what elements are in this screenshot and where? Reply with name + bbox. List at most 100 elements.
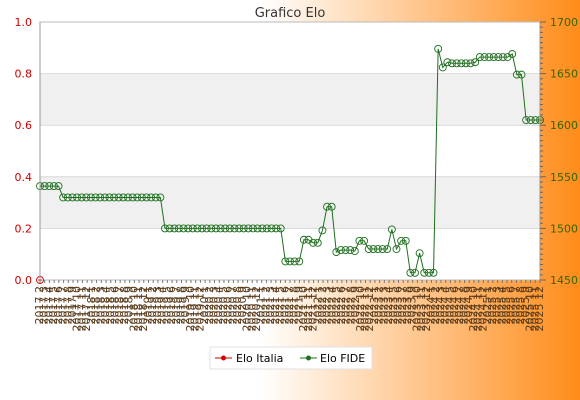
data-point-elo-fide — [290, 257, 299, 266]
data-point-elo-fide — [309, 238, 318, 247]
x-axis-tick-label: 2023 9 — [406, 286, 419, 325]
data-point-elo-fide — [137, 193, 146, 202]
x-axis-tick-label: 2025 5 — [500, 286, 513, 325]
x-axis-tick-label: 2023 3 — [377, 286, 390, 325]
data-point-elo-fide — [452, 59, 461, 68]
data-point-elo-fide — [517, 70, 526, 79]
x-axis-tick-label: 2017 11 — [75, 286, 88, 332]
x-axis-tick-label: 2019 7 — [170, 286, 183, 325]
data-point-elo-fide — [457, 59, 466, 68]
x-axis-tick-label: 2025 9 — [519, 286, 532, 325]
data-point-elo-fide — [86, 193, 95, 202]
data-point-elo-fide — [272, 224, 281, 233]
x-axis-tick-label: 2025 1 — [481, 286, 494, 325]
x-axis-tick-label: 2021 5 — [274, 286, 287, 325]
data-point-elo-fide — [165, 224, 174, 233]
x-axis-tick-label: 2017 7 — [57, 286, 70, 325]
x-axis-tick-label: 2018 9 — [123, 286, 136, 325]
data-point-elo-fide — [415, 249, 424, 258]
data-point-elo-fide — [336, 246, 345, 255]
data-point-elo-fide — [174, 224, 183, 233]
x-axis-tick-label: 2023 6 — [391, 286, 404, 325]
data-point-elo-fide — [110, 193, 119, 202]
plot-background — [40, 22, 540, 280]
x-axis-tick-label: 2021 10 — [297, 286, 310, 332]
x-axis-tick-label: 2022 3 — [321, 286, 334, 325]
data-point-elo-fide — [244, 224, 253, 233]
data-point-elo-fide — [327, 202, 336, 211]
data-point-elo-fide — [475, 53, 484, 62]
x-axis-tick-label: 2020 4 — [212, 286, 225, 325]
data-point-elo-fide — [531, 116, 540, 124]
x-axis-tick-label: 2018 11 — [132, 286, 145, 332]
x-axis-tick-label: 2020 7 — [226, 286, 239, 325]
x-axis-tick-label: 2022 11 — [358, 286, 371, 332]
x-axis-tick-label: 2017 12 — [80, 286, 93, 332]
data-point-elo-fide — [91, 193, 100, 202]
data-point-elo-fide — [522, 116, 531, 124]
x-axis-tick-label: 2019 4 — [156, 286, 169, 325]
x-axis-tick-label: 2023 10 — [410, 286, 423, 332]
x-axis-tick-label: 2023 5 — [387, 286, 400, 325]
data-point-elo-fide — [286, 257, 294, 266]
data-point-elo-fide — [63, 193, 72, 202]
x-axis-tick-label: 2020 9 — [236, 286, 249, 325]
chart-title: Grafico Elo — [255, 6, 326, 21]
x-axis-tick-label: 2021 3 — [264, 286, 277, 325]
data-point-elo-fide — [383, 245, 392, 253]
x-axis-tick-label: 2024 12 — [476, 286, 489, 332]
data-point-elo-fide — [448, 59, 456, 68]
data-point-elo-fide — [281, 257, 290, 266]
x-axis-tick-label: 2024 1 — [425, 286, 438, 325]
data-point-elo-fide — [128, 193, 137, 202]
legend-box — [209, 346, 373, 370]
right-axis-tick-label: 1700 — [550, 16, 578, 29]
data-point-elo-fide — [156, 193, 165, 202]
data-point-elo-fide — [346, 246, 355, 255]
data-point-elo-fide — [142, 193, 151, 202]
data-point-elo-fide — [369, 245, 378, 253]
data-point-elo-fide — [364, 245, 373, 253]
x-axis-tick-label: 2024 8 — [458, 286, 471, 325]
data-point-elo-fide — [161, 224, 169, 233]
x-axis-tick-label: 2021 4 — [269, 286, 282, 325]
data-point-elo-fide — [221, 224, 230, 233]
x-axis-tick-label: 2022 2 — [316, 286, 329, 325]
data-point-elo-fide — [59, 193, 68, 202]
x-axis-tick-label: 2018 1 — [85, 286, 98, 325]
x-axis-tick-label: 2025 6 — [505, 286, 518, 325]
data-point-elo-fide — [434, 44, 443, 53]
data-point-elo-fide — [295, 257, 304, 266]
data-point-elo-fide — [313, 238, 322, 247]
data-point-elo-fide — [249, 224, 257, 233]
x-axis-tick-label: 2020 5 — [217, 286, 230, 325]
x-axis-tick-label: 2022 1 — [311, 286, 324, 325]
x-axis-tick-label: 2024 7 — [453, 286, 466, 325]
data-point-elo-fide — [119, 193, 128, 202]
x-axis-tick-label: 2020 11 — [245, 286, 258, 332]
left-axis-tick-label: 0.0 — [15, 274, 33, 287]
x-axis-tick-label: 2019 10 — [184, 286, 197, 332]
x-axis-tick-label: 2023 11 — [415, 286, 428, 332]
x-axis-tick-label: 2022 4 — [325, 286, 338, 325]
data-point-elo-fide — [374, 245, 382, 253]
x-axis-tick-label: 2025 4 — [495, 286, 508, 325]
x-axis-tick-label: 2024 10 — [467, 286, 480, 332]
data-point-elo-fide — [133, 193, 142, 202]
data-point-elo-fide — [461, 59, 470, 68]
x-axis-tick-label: 2021 11 — [302, 286, 315, 332]
x-axis-tick-label: 2022 12 — [363, 286, 376, 332]
x-axis-tick-label: 2017 5 — [47, 286, 60, 325]
right-axis-tick-label: 1650 — [550, 68, 578, 81]
x-axis-tick-label: 2024 4 — [439, 286, 452, 325]
data-point-elo-fide — [332, 248, 341, 257]
x-axis-tick-label: 2020 12 — [250, 286, 263, 332]
data-point-elo-fide — [45, 182, 54, 191]
x-axis-tick-label: 2024 11 — [472, 286, 485, 332]
x-axis-tick-label: 2025 10 — [524, 286, 537, 332]
data-point-elo-fide — [397, 236, 406, 245]
x-axis-tick-label: 2020 1 — [198, 286, 211, 325]
data-point-elo-fide — [299, 235, 308, 244]
data-point-elo-fide — [512, 70, 521, 79]
